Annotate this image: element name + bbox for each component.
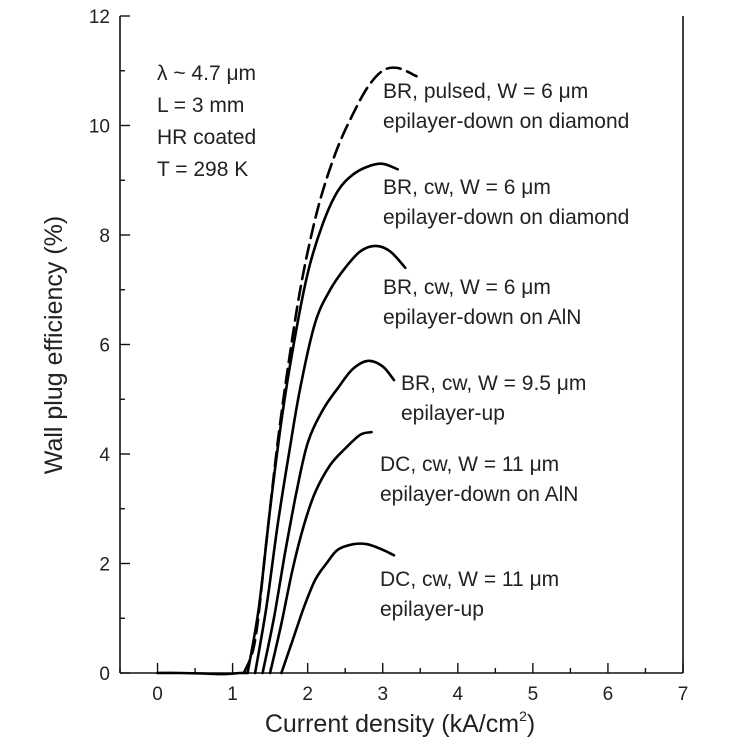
efficiency-curve-3 [253, 244, 407, 675]
temperature-annotation: T = 298 K [157, 158, 248, 181]
y-axis-ticks: 0 2 4 6 8 10 12 [89, 7, 130, 685]
series-label-3-line2: epilayer-down on AlN [383, 306, 581, 329]
x-tick-label-7: 7 [678, 684, 689, 705]
series-label-2-line1: BR, cw, W = 6 μm [383, 176, 551, 199]
series-label-5-line1: DC, cw, W = 11 μm [380, 453, 559, 476]
x-axis-title-text: Current density (kA/cm [265, 710, 519, 738]
x-tick-label-6: 6 [603, 684, 614, 705]
baseline-curve [156, 671, 249, 676]
series-label-4-line2: epilayer-up [401, 402, 505, 425]
x-tick-label-0: 0 [152, 684, 163, 705]
y-tick-label-10: 10 [89, 117, 110, 138]
series-labels: BR, pulsed, W = 6 μm epilayer-down on dia… [380, 80, 629, 621]
x-axis-ticks: 0 1 2 3 4 5 6 7 [119, 663, 689, 705]
y-tick-label-0: 0 [99, 664, 110, 685]
efficiency-curves [156, 66, 418, 676]
y-tick-label-6: 6 [99, 336, 110, 357]
x-tick-label-2: 2 [302, 684, 313, 705]
y-tick-label-12: 12 [89, 7, 110, 28]
efficiency-curve-6 [280, 542, 396, 675]
x-axis-title: Current density (kA/cm2) [265, 708, 535, 738]
x-axis-title-superscript: 2 [519, 708, 527, 724]
y-tick-label-2: 2 [99, 555, 110, 576]
series-label-3-line1: BR, cw, W = 6 μm [383, 276, 551, 299]
series-label-1-line2: epilayer-down on diamond [383, 110, 629, 133]
series-label-6-line2: epilayer-up [380, 598, 484, 621]
y-tick-label-8: 8 [99, 226, 110, 247]
efficiency-curve-4 [261, 359, 396, 675]
y-axis-title: Wall plug efficiency (%) [40, 216, 68, 474]
x-tick-label-3: 3 [377, 684, 388, 705]
series-label-5-line2: epilayer-down on AlN [380, 483, 578, 506]
series-label-2-line2: epilayer-down on diamond [383, 206, 629, 229]
series-label-1-line1: BR, pulsed, W = 6 μm [383, 80, 588, 103]
series-label-4-line1: BR, cw, W = 9.5 μm [401, 372, 586, 395]
x-tick-label-5: 5 [528, 684, 539, 705]
measurement-conditions: λ ~ 4.7 μm L = 3 mm HR coated T = 298 K [157, 62, 256, 181]
wavelength-annotation: λ ~ 4.7 μm [157, 62, 256, 85]
efficiency-curve-2 [246, 162, 399, 675]
series-label-6-line1: DC, cw, W = 11 μm [380, 568, 559, 591]
x-tick-label-1: 1 [227, 684, 238, 705]
x-tick-label-4: 4 [453, 684, 464, 705]
coating-annotation: HR coated [157, 126, 256, 149]
length-annotation: L = 3 mm [157, 94, 244, 117]
efficiency-curve-5 [268, 430, 373, 675]
x-axis-title-close: ) [527, 710, 535, 738]
y-tick-label-4: 4 [99, 445, 110, 466]
